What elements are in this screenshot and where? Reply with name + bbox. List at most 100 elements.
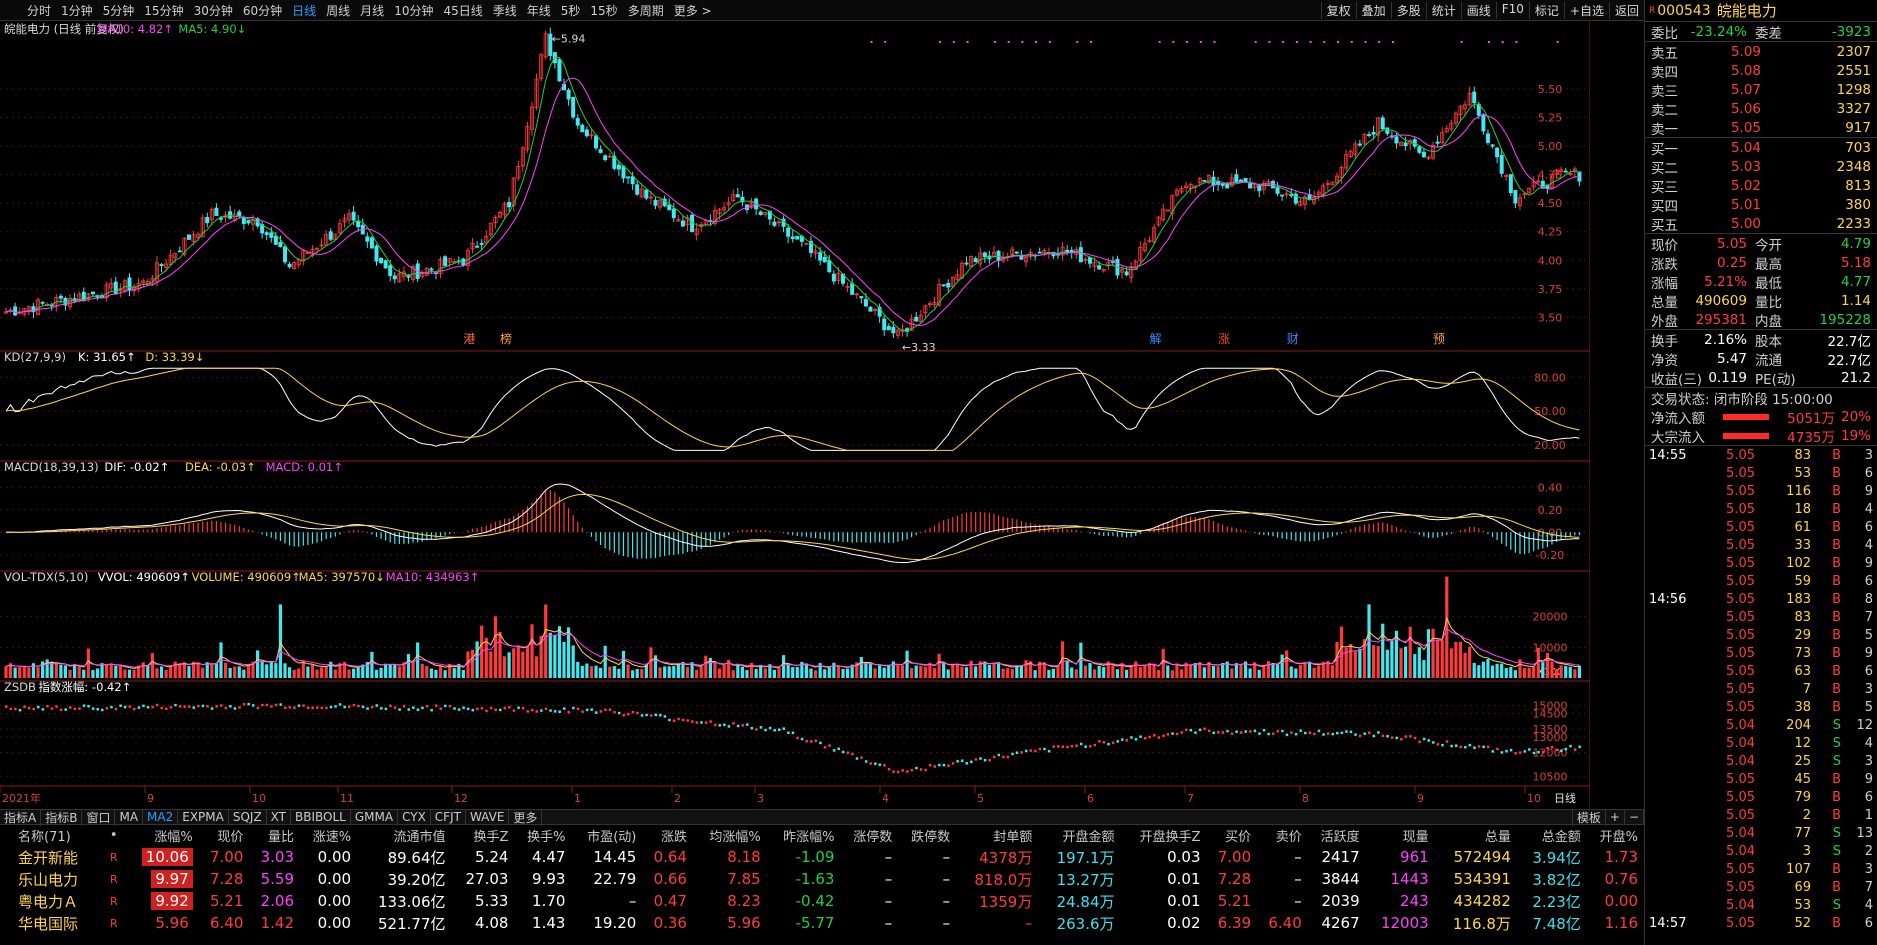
tool-button[interactable]: 复权	[1320, 1, 1356, 19]
bid-row[interactable]: 买三 5.02 813	[1651, 177, 1871, 196]
table-row[interactable]: 粤电力Ａ R 9.92 5.21 2.06 0.00 133.06亿 5.33 1.70–0.4…	[0, 890, 1644, 912]
event-marker[interactable]: 涨	[1218, 331, 1230, 346]
volume-bar	[127, 669, 132, 678]
volume-bar	[502, 656, 507, 678]
event-marker[interactable]: 预	[1433, 332, 1445, 346]
period-tab[interactable]: 1分钟	[61, 3, 93, 18]
indicator-tab[interactable]: MA2	[143, 810, 179, 824]
event-marker[interactable]: 榜	[500, 331, 512, 346]
period-tab[interactable]: 更多 >	[673, 3, 712, 18]
event-marker[interactable]: 港	[463, 332, 475, 346]
column-header[interactable]: 流通市值	[393, 830, 446, 845]
indicator-tab[interactable]: 指标B	[41, 808, 83, 826]
add-button[interactable]: +	[1606, 810, 1625, 824]
period-tab[interactable]: 日线	[292, 3, 317, 18]
table-row[interactable]: 乐山电力 R 9.97 7.28 5.59 0.00 39.20亿 27.03 9.93 22.7…	[0, 868, 1644, 890]
period-tab[interactable]: 分时	[27, 3, 52, 18]
column-header[interactable]: 买价	[1225, 830, 1252, 845]
chart-area[interactable]: 5.505.255.004.754.504.254.003.753.50 ←5.…	[0, 21, 1590, 811]
candle	[305, 252, 310, 255]
column-header[interactable]: •	[109, 828, 118, 843]
table-row[interactable]: 华电国际 R 5.96 6.40 1.42 0.00 521.77亿 4.08 1.43 19.2…	[0, 912, 1644, 934]
bid-row[interactable]: 买一 5.04 703	[1651, 139, 1871, 158]
column-header[interactable]: 总金额	[1541, 830, 1581, 845]
period-tab[interactable]: 5秒	[560, 3, 581, 18]
indicator-tab[interactable]: WAVE	[466, 810, 510, 824]
indicator-tab[interactable]: 更多	[509, 808, 543, 826]
column-header[interactable]: 市盈(动)	[587, 830, 637, 845]
ask-row[interactable]: 卖五 5.09 2307	[1651, 43, 1871, 62]
period-tab[interactable]: 季线	[492, 3, 517, 18]
indicator-tab[interactable]: SQJZ	[229, 810, 267, 824]
indicator-tab[interactable]: BBIBOLL	[291, 810, 351, 824]
column-header[interactable]: 量比	[268, 830, 295, 845]
table-cell: 521.77亿	[378, 914, 446, 933]
tool-button[interactable]: 返回	[1608, 1, 1644, 19]
column-header[interactable]: 名称(71)	[18, 830, 71, 845]
indicator-tab[interactable]: CYX	[398, 810, 431, 824]
candle	[580, 124, 585, 133]
tool-button[interactable]: 多股	[1390, 1, 1426, 19]
event-marker[interactable]: 财	[1287, 332, 1299, 346]
column-header[interactable]: 均涨幅%	[709, 830, 761, 845]
tool-button[interactable]: 画线	[1460, 1, 1496, 19]
column-header[interactable]: 现量	[1402, 830, 1429, 845]
indicator-tab[interactable]: EXPMA	[178, 810, 229, 824]
minimize-button[interactable]: −	[1625, 810, 1644, 824]
column-header[interactable]: 跌停数	[911, 830, 951, 845]
bid-row[interactable]: 买四 5.01 380	[1651, 196, 1871, 215]
column-header[interactable]: 活跃度	[1320, 830, 1360, 845]
zsdb-point	[1139, 735, 1142, 738]
column-header[interactable]: 换手Z	[473, 830, 509, 845]
column-header[interactable]: 换手%	[527, 830, 566, 845]
period-tab[interactable]: 45日线	[443, 3, 483, 18]
indicator-tab[interactable]: XT	[267, 810, 292, 824]
zsdb-point	[1404, 735, 1408, 738]
period-tab[interactable]: 60分钟	[242, 3, 283, 18]
template-button[interactable]: 模板	[1571, 808, 1606, 826]
tool-button[interactable]: 标记	[1528, 1, 1564, 19]
event-marker[interactable]: 解	[1149, 332, 1161, 346]
indicator-tab[interactable]: GMMA	[351, 810, 399, 824]
period-tab[interactable]: 周线	[326, 3, 351, 18]
column-header[interactable]: 涨停数	[853, 830, 893, 845]
table-row[interactable]: 金开新能 R 10.06 7.00 3.03 0.00 89.64亿 5.24 4.47 14.4…	[0, 846, 1644, 868]
tool-button[interactable]: 叠加	[1355, 1, 1391, 19]
ask-row[interactable]: 卖三 5.07 1298	[1651, 81, 1871, 100]
indicator-tab[interactable]: CFJT	[431, 810, 466, 824]
column-header[interactable]: 封单额	[993, 830, 1033, 845]
column-header[interactable]: 总量	[1484, 830, 1511, 845]
tool-button[interactable]: 统计	[1425, 1, 1461, 19]
column-header[interactable]: 涨跌	[660, 830, 687, 845]
period-tab[interactable]: 15分钟	[144, 3, 184, 18]
indicator-tab[interactable]: MA	[115, 810, 144, 824]
volume-bar	[1349, 643, 1353, 678]
period-tab[interactable]: 多周期	[627, 3, 664, 18]
tool-button[interactable]: F10	[1495, 1, 1529, 19]
column-header[interactable]: 开盘金额	[1062, 830, 1115, 845]
ask-row[interactable]: 卖二 5.06 3327	[1651, 100, 1871, 119]
zsdb-point	[1258, 732, 1261, 735]
tool-button[interactable]: +自选	[1563, 1, 1609, 19]
bid-row[interactable]: 买五 5.00 2233	[1651, 215, 1871, 234]
xaxis-label[interactable]: 日线	[1554, 791, 1576, 805]
column-header[interactable]: 开盘%	[1599, 830, 1638, 845]
period-tab[interactable]: 月线	[360, 3, 385, 18]
period-tab[interactable]: 15秒	[590, 3, 618, 18]
column-header[interactable]: 卖价	[1275, 830, 1302, 845]
period-tab[interactable]: 年线	[526, 3, 551, 18]
period-tab[interactable]: 30分钟	[193, 3, 233, 18]
column-header[interactable]: 涨速%	[312, 830, 352, 845]
period-tab[interactable]: 5分钟	[102, 3, 135, 18]
column-header[interactable]: 开盘换手Z	[1139, 830, 1201, 845]
indicator-tab[interactable]: 指标A	[0, 808, 42, 826]
indicator-tab[interactable]: 窗口	[82, 808, 116, 826]
column-header[interactable]: 现价	[217, 830, 244, 845]
period-tab[interactable]: 10分钟	[394, 3, 434, 18]
ask-row[interactable]: 卖一 5.05 917	[1651, 119, 1871, 138]
column-header[interactable]: 涨幅%	[154, 830, 193, 845]
zsdb-point	[1185, 728, 1188, 732]
column-header[interactable]: 昨涨幅%	[783, 830, 835, 845]
bid-row[interactable]: 买二 5.03 2348	[1651, 158, 1871, 177]
ask-row[interactable]: 卖四 5.08 2551	[1651, 62, 1871, 81]
